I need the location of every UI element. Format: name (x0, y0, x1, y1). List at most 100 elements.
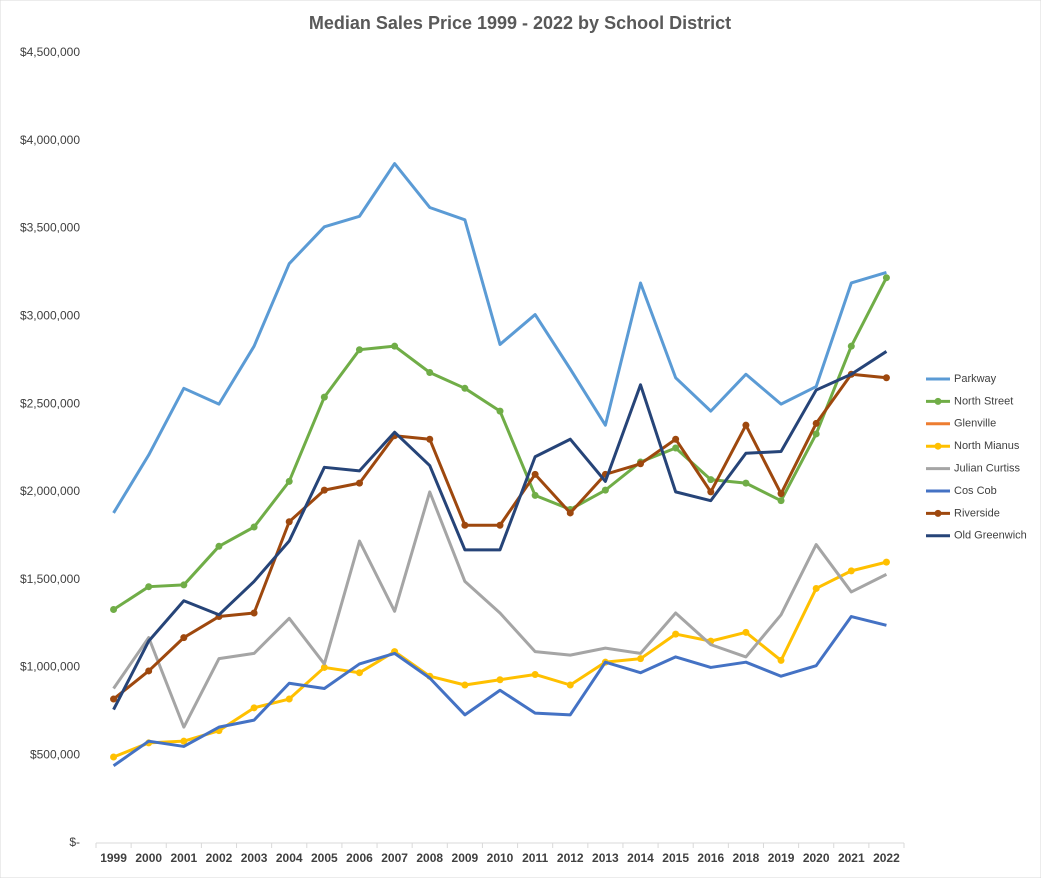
point (145, 583, 153, 591)
point (320, 393, 328, 401)
x-tick-label: 2002 (206, 851, 233, 865)
legend-label: North Mianus (954, 440, 1020, 452)
point (461, 521, 469, 529)
point (496, 521, 504, 529)
point (285, 477, 293, 485)
point (215, 542, 223, 550)
point (250, 704, 258, 712)
point (742, 421, 750, 429)
x-tick-label: 2020 (803, 851, 830, 865)
point (812, 419, 820, 427)
point (110, 695, 118, 703)
x-tick-label: 2004 (276, 851, 303, 865)
point (882, 274, 890, 282)
x-tick-label: 2007 (381, 851, 408, 865)
x-tick-label: 2012 (557, 851, 584, 865)
x-tick-label: 1999 (100, 851, 127, 865)
point (707, 476, 715, 484)
point (355, 346, 363, 354)
y-tick-label: $2,000,000 (20, 484, 80, 498)
point (812, 430, 820, 438)
point (812, 584, 820, 592)
series-line (112, 490, 888, 729)
point (882, 558, 890, 566)
legend-marker (934, 509, 942, 517)
point (847, 342, 855, 350)
legend-label: Parkway (954, 373, 997, 385)
y-tick-label: $3,500,000 (20, 221, 80, 235)
y-tick-label: $- (69, 835, 80, 849)
y-tick-label: $1,000,000 (20, 660, 80, 674)
x-tick-label: 2013 (592, 851, 619, 865)
chart-title: Median Sales Price 1999 - 2022 by School… (309, 13, 731, 33)
point (531, 470, 539, 478)
legend-marker (934, 397, 942, 405)
point (496, 407, 504, 415)
point (882, 374, 890, 382)
point (672, 444, 680, 452)
point (566, 509, 574, 517)
point (426, 369, 434, 377)
y-tick-label: $4,000,000 (20, 133, 80, 147)
x-tick-label: 2015 (662, 851, 689, 865)
point (777, 656, 785, 664)
point (707, 488, 715, 496)
y-tick-label: $2,500,000 (20, 396, 80, 410)
point (110, 753, 118, 761)
point (461, 681, 469, 689)
point (180, 737, 188, 745)
point (637, 460, 645, 468)
point (566, 681, 574, 689)
legend-label: North Street (954, 395, 1013, 407)
legend-marker (934, 442, 942, 450)
x-tick-label: 2001 (170, 851, 197, 865)
point (285, 518, 293, 526)
x-tick-label: 2009 (452, 851, 479, 865)
point (777, 490, 785, 498)
point (250, 523, 258, 531)
x-tick-label: 2006 (346, 851, 373, 865)
legend-label: Riverside (954, 507, 1000, 519)
point (110, 606, 118, 614)
x-tick-label: 2022 (873, 851, 900, 865)
point (601, 486, 609, 494)
x-tick-label: 2021 (838, 851, 865, 865)
series-line (112, 350, 888, 711)
point (426, 435, 434, 443)
x-tick-label: 2019 (768, 851, 795, 865)
point (742, 628, 750, 636)
point (391, 342, 399, 350)
point (355, 479, 363, 487)
y-tick-label: $4,500,000 (20, 45, 80, 59)
point (847, 567, 855, 575)
x-tick-label: 2014 (627, 851, 654, 865)
point (320, 663, 328, 671)
x-tick-label: 2005 (311, 851, 338, 865)
point (250, 609, 258, 617)
point (637, 655, 645, 663)
point (496, 676, 504, 684)
series-line (112, 162, 887, 514)
y-tick-label: $500,000 (30, 747, 80, 761)
point (355, 669, 363, 677)
legend-label: Old Greenwich (954, 530, 1027, 542)
point (145, 667, 153, 675)
point (180, 581, 188, 589)
y-tick-label: $3,000,000 (20, 309, 80, 323)
point (742, 479, 750, 487)
x-tick-label: 2016 (697, 851, 724, 865)
x-tick-label: 2011 (522, 851, 548, 865)
point (672, 435, 680, 443)
legend-label: Julian Curtiss (954, 463, 1021, 475)
series-line (112, 615, 887, 767)
legend-label: Glenville (954, 418, 996, 430)
x-tick-label: 2018 (733, 851, 760, 865)
y-tick-label: $1,500,000 (20, 572, 80, 586)
x-tick-label: 2010 (487, 851, 514, 865)
point (285, 695, 293, 703)
point (777, 497, 785, 505)
legend-label: Cos Cob (954, 485, 997, 497)
x-tick-label: 2000 (135, 851, 162, 865)
